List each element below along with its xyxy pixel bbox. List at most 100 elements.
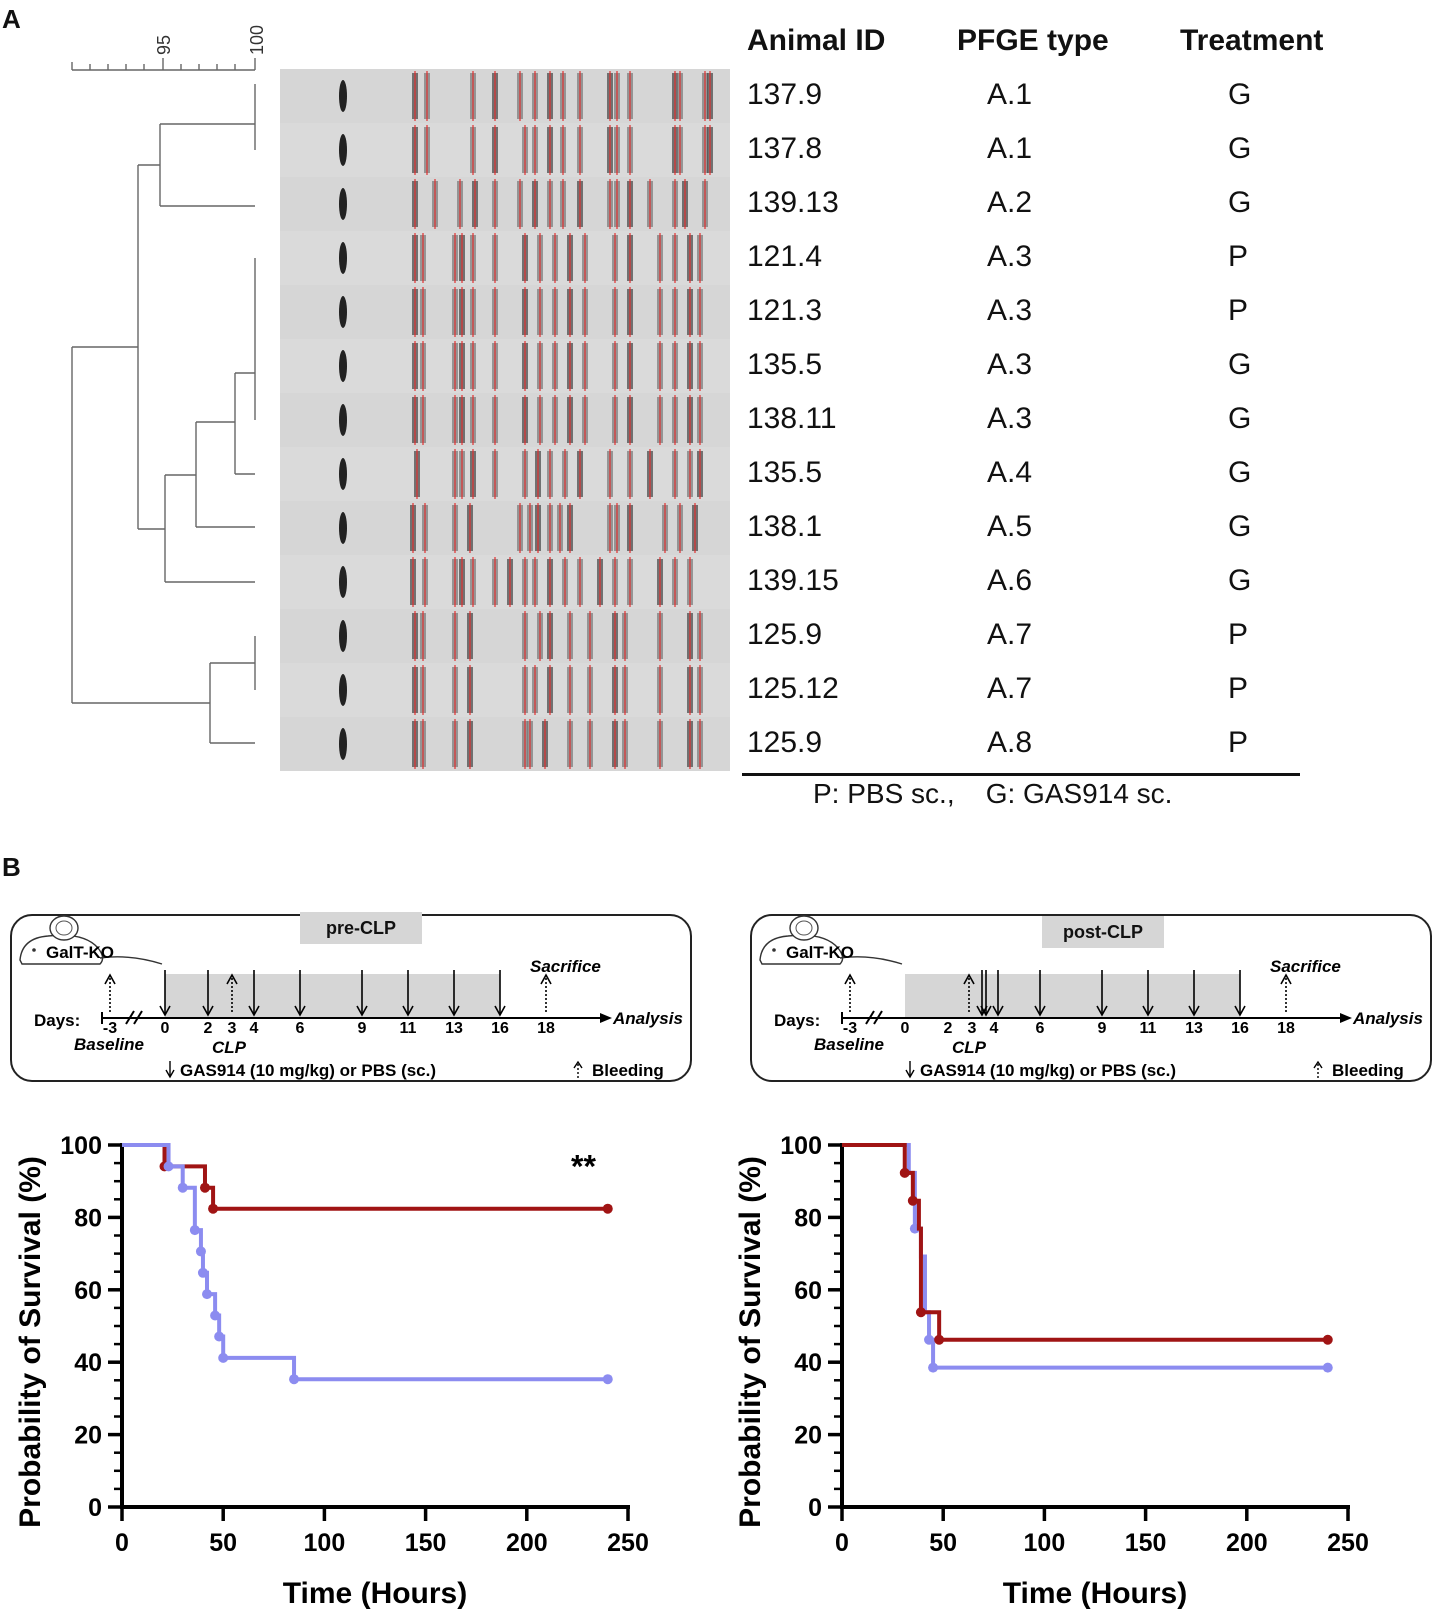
table-cell-treatment: P [1228, 294, 1249, 327]
censor-marker [602, 1374, 613, 1385]
day-label: 6 [296, 1020, 305, 1037]
day-label: 16 [491, 1020, 509, 1037]
sacrifice-label: Sacrifice [1270, 957, 1341, 976]
table-cell-animal-id: 125.12 [747, 672, 839, 705]
y-tick-label: 20 [794, 1422, 822, 1450]
mouse-icon [19, 915, 163, 965]
table-cell-treatment: P [1228, 726, 1249, 759]
table-cell-pfge-type: A.1 [987, 78, 1033, 111]
censor-marker [1322, 1362, 1333, 1373]
scale-label-100: 100 [247, 25, 267, 55]
censor-marker [934, 1334, 945, 1345]
y-tick-label: 80 [74, 1204, 102, 1232]
table-cell-animal-id: 137.8 [747, 132, 823, 165]
x-tick-label: 0 [835, 1529, 849, 1557]
table-cell-treatment: P [1228, 240, 1249, 273]
day-label: -3 [103, 1020, 117, 1037]
table-cell-pfge-type: A.8 [987, 726, 1033, 759]
censor-marker [915, 1307, 926, 1318]
table-cell-pfge-type: A.7 [987, 672, 1033, 705]
day-label: 4 [990, 1020, 999, 1037]
day-label: 18 [1277, 1020, 1295, 1037]
table-cell-pfge-type: A.3 [987, 294, 1033, 327]
table-cell-animal-id: 121.4 [747, 240, 823, 273]
sacrifice-label: Sacrifice [530, 957, 601, 976]
day-label: 6 [1036, 1020, 1045, 1037]
x-axis-label: Time (Hours) [1003, 1577, 1187, 1610]
table-cell-animal-id: 121.3 [747, 294, 823, 327]
day-label: 2 [204, 1020, 213, 1037]
table-cell-animal-id: 135.5 [747, 348, 823, 381]
y-axis-label: Probability of Survival (%) [734, 1156, 767, 1528]
timeline-pre-clp: GalT-KO Days: -3 0 2 3 4 6 9 11 13 16 18 Baseline CLP S… [10, 912, 692, 1082]
table-cell-pfge-type: A.7 [987, 618, 1033, 651]
significance-annotation: ** [571, 1149, 596, 1185]
day-label: 16 [1231, 1020, 1249, 1037]
day-label: 11 [1140, 1020, 1157, 1037]
censor-marker [163, 1161, 174, 1172]
day-label: 0 [901, 1020, 910, 1037]
day-label: 9 [1098, 1020, 1107, 1037]
censor-marker [189, 1225, 200, 1236]
censor-marker [899, 1167, 910, 1178]
day-label: 4 [250, 1020, 259, 1037]
y-tick-label: 100 [780, 1132, 822, 1160]
scale-label-95: 95 [154, 35, 174, 55]
x-tick-label: 100 [1024, 1529, 1066, 1557]
y-tick-label: 100 [60, 1132, 102, 1160]
censor-marker [928, 1362, 939, 1373]
survival-chart-pre-clp: 0 20 40 60 80 100 0 50 100 150 200 250 Time (Hours) P… [14, 1132, 649, 1610]
bleeding-legend: Bleeding [592, 1061, 664, 1080]
day-label: 11 [400, 1020, 417, 1037]
table-cell-treatment: G [1228, 78, 1252, 111]
censor-marker [197, 1267, 208, 1278]
survival-chart-post-clp: 0 20 40 60 80 100 0 50 100 150 200 250 Time (Hours) P… [734, 1132, 1369, 1610]
treatment-legend: P: PBS sc., G: GAS914 sc. [813, 778, 1173, 809]
timeline-title: pre-CLP [300, 912, 422, 944]
x-tick-label: 250 [607, 1529, 649, 1557]
day-label: 0 [161, 1020, 170, 1037]
table-cell-animal-id: 125.9 [747, 618, 823, 651]
y-tick-label: 60 [74, 1277, 102, 1305]
day-label: 13 [445, 1020, 463, 1037]
table-cell-treatment: G [1228, 564, 1252, 597]
days-label: Days: [34, 1011, 80, 1030]
censor-marker [199, 1182, 210, 1193]
x-tick-label: 50 [209, 1529, 237, 1557]
table-cell-treatment: G [1228, 510, 1252, 543]
table-cell-pfge-type: A.2 [987, 186, 1033, 219]
header-animal-id: Animal ID [747, 24, 886, 57]
day-label: -3 [843, 1020, 857, 1037]
table-cell-animal-id: 125.9 [747, 726, 823, 759]
table-cell-treatment: G [1228, 132, 1252, 165]
x-tick-label: 0 [115, 1529, 129, 1557]
censor-marker [602, 1203, 613, 1214]
series-line-pbs [122, 1143, 608, 1382]
x-tick-label: 200 [506, 1529, 548, 1557]
table-cell-treatment: P [1228, 618, 1249, 651]
censor-marker [1322, 1334, 1333, 1345]
injection-legend: GAS914 (10 mg/kg) or PBS (sc.) [920, 1061, 1176, 1080]
censor-marker [924, 1334, 935, 1345]
injection-legend: GAS914 (10 mg/kg) or PBS (sc.) [180, 1061, 436, 1080]
clp-label: CLP [952, 1038, 987, 1057]
table-cell-treatment: P [1228, 672, 1249, 705]
panel-a-label: A [2, 4, 21, 34]
y-tick-label: 0 [808, 1494, 822, 1522]
censor-marker [177, 1182, 188, 1193]
table-cell-treatment: G [1228, 402, 1252, 435]
day-label: 9 [358, 1020, 367, 1037]
table-cell-pfge-type: A.3 [987, 402, 1033, 435]
axes [828, 1143, 1350, 1521]
day-label: 3 [228, 1020, 237, 1037]
table-cell-treatment: G [1228, 186, 1252, 219]
analysis-label: Analysis [1352, 1009, 1423, 1028]
pfge-gel-image [280, 69, 730, 771]
axes [108, 1143, 630, 1521]
censor-marker [218, 1352, 229, 1363]
y-tick-label: 40 [74, 1349, 102, 1377]
x-tick-label: 150 [405, 1529, 447, 1557]
censor-marker [202, 1289, 213, 1300]
table-cell-animal-id: 138.1 [747, 510, 823, 543]
header-pfge-type: PFGE type [957, 24, 1109, 57]
